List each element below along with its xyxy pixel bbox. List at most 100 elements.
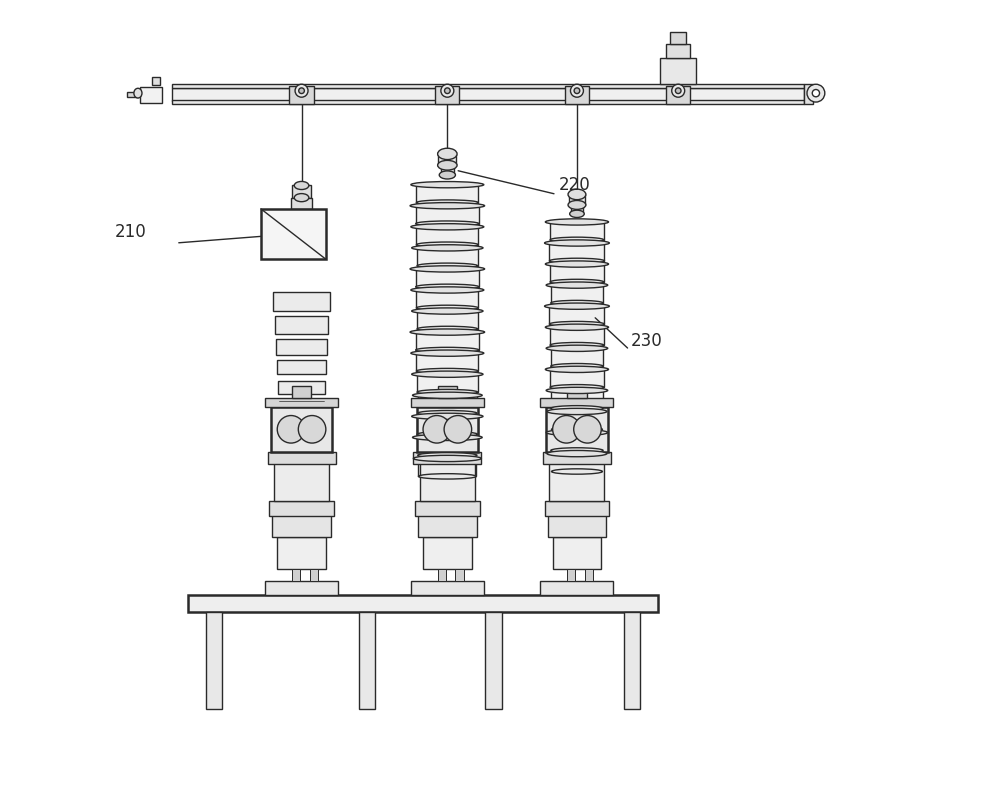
Ellipse shape [412,308,483,314]
Ellipse shape [277,416,305,443]
Ellipse shape [545,219,609,225]
Bar [418,395,477,413]
Bar [416,353,478,371]
Ellipse shape [410,202,485,209]
Bar [571,205,583,214]
Bar [277,360,326,374]
Bar [548,514,606,537]
Bar [551,433,603,450]
Bar [289,86,314,104]
Bar [417,416,478,434]
Bar [140,87,162,103]
Ellipse shape [570,84,583,97]
Bar [455,569,464,581]
Ellipse shape [299,88,304,94]
Bar [261,209,326,259]
Ellipse shape [418,411,477,416]
Ellipse shape [551,448,603,453]
Bar [435,86,459,104]
Ellipse shape [568,200,586,209]
Ellipse shape [568,190,586,199]
Ellipse shape [546,345,608,352]
Ellipse shape [294,194,309,202]
Bar [275,316,328,334]
Bar [411,398,484,407]
Ellipse shape [412,371,483,377]
Bar [551,348,603,366]
Ellipse shape [416,242,478,247]
Bar [127,92,138,97]
Ellipse shape [551,301,603,305]
Bar [549,463,604,501]
Ellipse shape [812,90,820,96]
Bar [310,569,318,581]
Bar [550,264,604,282]
Ellipse shape [410,266,485,272]
Ellipse shape [546,282,608,288]
Bar [666,86,690,104]
Bar [279,401,324,413]
Ellipse shape [294,181,309,190]
Ellipse shape [545,303,609,309]
Bar [359,612,375,709]
Ellipse shape [134,88,142,98]
Bar [276,339,327,355]
Ellipse shape [807,84,825,102]
Ellipse shape [545,261,609,267]
Ellipse shape [546,429,608,436]
Bar [660,58,696,84]
Ellipse shape [423,416,451,443]
Bar [271,407,332,452]
Ellipse shape [551,427,602,432]
Text: 230: 230 [631,332,663,350]
Bar [273,292,330,311]
Ellipse shape [545,240,609,246]
Bar [416,269,479,287]
Bar [418,437,477,455]
Bar [567,569,575,581]
Ellipse shape [551,364,603,369]
Ellipse shape [416,347,479,352]
Bar [545,501,609,516]
Ellipse shape [413,392,482,399]
Bar [265,398,338,407]
Bar [551,454,602,471]
Bar [551,411,602,429]
Bar [269,501,334,516]
Ellipse shape [411,350,484,356]
Bar [172,100,804,104]
Ellipse shape [416,305,478,310]
Ellipse shape [551,469,602,474]
Ellipse shape [549,322,604,326]
Ellipse shape [553,416,580,443]
Bar [278,381,325,394]
Ellipse shape [675,88,681,94]
Ellipse shape [416,200,478,205]
Bar [265,581,338,595]
Bar [416,185,478,202]
Ellipse shape [417,432,478,437]
Bar [546,407,608,452]
Ellipse shape [295,84,308,97]
Ellipse shape [547,408,607,415]
Bar [551,285,603,303]
Bar [624,612,640,709]
Ellipse shape [418,474,476,479]
Bar [415,501,480,516]
Ellipse shape [547,450,607,457]
Bar [292,185,311,198]
Bar [441,165,454,175]
Ellipse shape [550,343,604,347]
Ellipse shape [438,148,457,160]
Bar [550,369,604,387]
Bar [188,595,658,612]
Ellipse shape [438,160,457,170]
Bar [416,227,478,245]
Bar [420,463,475,501]
Text: 210: 210 [115,223,147,241]
Bar [543,452,611,464]
Bar [416,332,479,350]
Bar [804,84,813,104]
Bar [413,452,481,464]
Ellipse shape [417,326,478,331]
